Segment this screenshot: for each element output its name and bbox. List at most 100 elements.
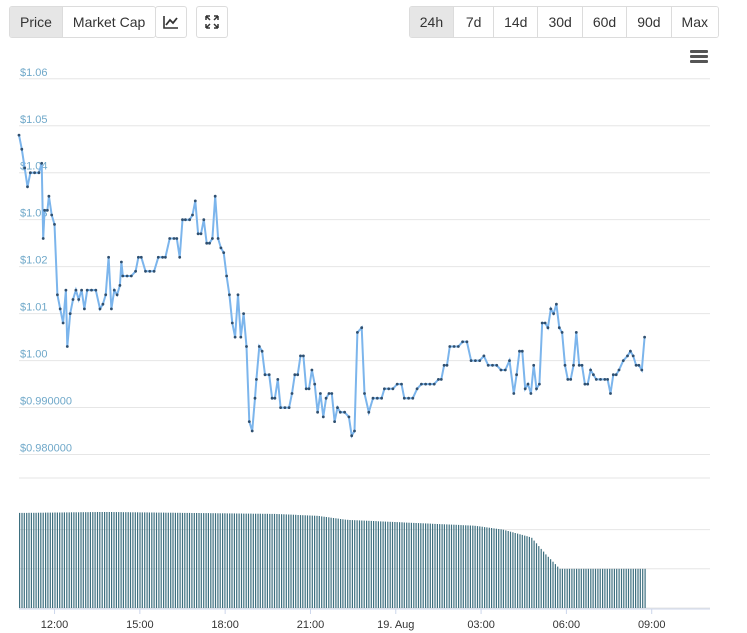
fullscreen-icon[interactable] [196, 6, 228, 38]
volume-bar [642, 568, 644, 608]
volume-bar [73, 512, 75, 608]
range-max-button[interactable]: Max [671, 7, 718, 37]
volume-bar [427, 523, 429, 608]
x-tick-label: 12:00 [41, 619, 69, 631]
price-point [263, 373, 267, 377]
volume-bar [609, 568, 611, 608]
volume-bar [212, 513, 214, 608]
price-point [402, 396, 406, 400]
price-point [603, 378, 607, 381]
volume-bar [599, 568, 601, 608]
volume-bar [635, 568, 637, 608]
volume-bar [59, 512, 61, 608]
hamburger-menu-icon[interactable] [690, 50, 708, 64]
volume-bar [568, 568, 571, 608]
range-90d-button[interactable]: 90d [627, 7, 672, 37]
volume-bar [273, 513, 276, 608]
volume-bar [432, 523, 434, 608]
x-tick-label: 06:00 [553, 619, 581, 631]
price-point [134, 269, 138, 273]
volume-bar [375, 521, 377, 608]
price-point [37, 171, 41, 175]
price-point [161, 255, 165, 259]
volume-bar [226, 513, 228, 608]
volume-bar [613, 568, 615, 608]
y-tick-label: $0.990000 [20, 396, 72, 408]
volume-bar [467, 525, 469, 608]
y-tick-label: $1.00 [20, 349, 48, 361]
volume-bar [99, 512, 101, 608]
volume-bar [351, 520, 353, 608]
price-point [242, 312, 246, 315]
price-point [233, 335, 237, 339]
volume-bar [167, 512, 169, 608]
price-point [296, 373, 300, 377]
price-point [363, 392, 366, 395]
volume-bar [139, 512, 141, 608]
volume-bar [450, 524, 453, 608]
price-point [74, 288, 78, 292]
volume-bar [590, 568, 592, 608]
price-point [609, 392, 612, 395]
price-point [391, 387, 395, 391]
volume-bar [94, 512, 96, 608]
volume-bar [637, 568, 639, 608]
volume-bar [207, 513, 209, 608]
volume-bar [316, 515, 318, 608]
price-point [569, 378, 573, 381]
volume-bar [417, 523, 420, 608]
volume-bar [521, 534, 523, 608]
range-7d-button[interactable]: 7d [454, 7, 495, 37]
volume-bar [578, 568, 580, 608]
volume-bar [361, 520, 363, 608]
volume-bar [443, 524, 445, 608]
volume-bar [415, 523, 417, 608]
price-point [629, 349, 632, 353]
price-point [202, 218, 206, 222]
volume-bar [118, 512, 120, 608]
price-point [529, 392, 533, 395]
volume-bar [229, 513, 231, 608]
volume-bar [533, 540, 535, 608]
price-point [400, 382, 403, 386]
range-60d-button[interactable]: 60d [582, 7, 628, 37]
price-button[interactable]: Price [10, 7, 63, 37]
volume-bar [328, 517, 330, 608]
price-point [333, 420, 336, 423]
price-point [614, 373, 618, 377]
price-point [432, 382, 436, 386]
price-series-line [18, 134, 646, 439]
line-chart-icon[interactable] [155, 6, 187, 38]
price-point [290, 392, 294, 395]
volume-bar [325, 517, 327, 608]
price-point [71, 298, 75, 301]
range-14d-button[interactable]: 14d [494, 7, 539, 37]
volume-bar [519, 534, 521, 608]
y-tick-label: $1.02 [20, 255, 48, 267]
volume-bar [453, 524, 455, 608]
market-cap-button[interactable]: Market Cap [62, 7, 156, 37]
volume-bar [56, 512, 58, 608]
volume-bar [271, 513, 273, 608]
volume-bar [115, 512, 117, 608]
volume-bar [134, 512, 136, 608]
price-point [456, 345, 460, 348]
price-point [199, 232, 203, 236]
volume-bar [585, 568, 587, 608]
range-24h-button[interactable]: 24h [409, 7, 455, 37]
price-point [566, 378, 570, 381]
price-point [640, 368, 644, 372]
volume-bar [484, 527, 486, 608]
volume-bar [564, 568, 566, 608]
volume-bar [314, 515, 316, 608]
volume-bar [479, 526, 481, 608]
range-30d-button[interactable]: 30d [538, 7, 583, 37]
volume-bar [278, 514, 280, 608]
price-point [61, 321, 65, 325]
volume-bar [240, 513, 243, 608]
volume-bar [410, 522, 412, 608]
volume-bar [158, 512, 160, 608]
volume-bar [85, 512, 87, 608]
volume-bar [618, 568, 620, 608]
volume-bar [172, 512, 174, 608]
